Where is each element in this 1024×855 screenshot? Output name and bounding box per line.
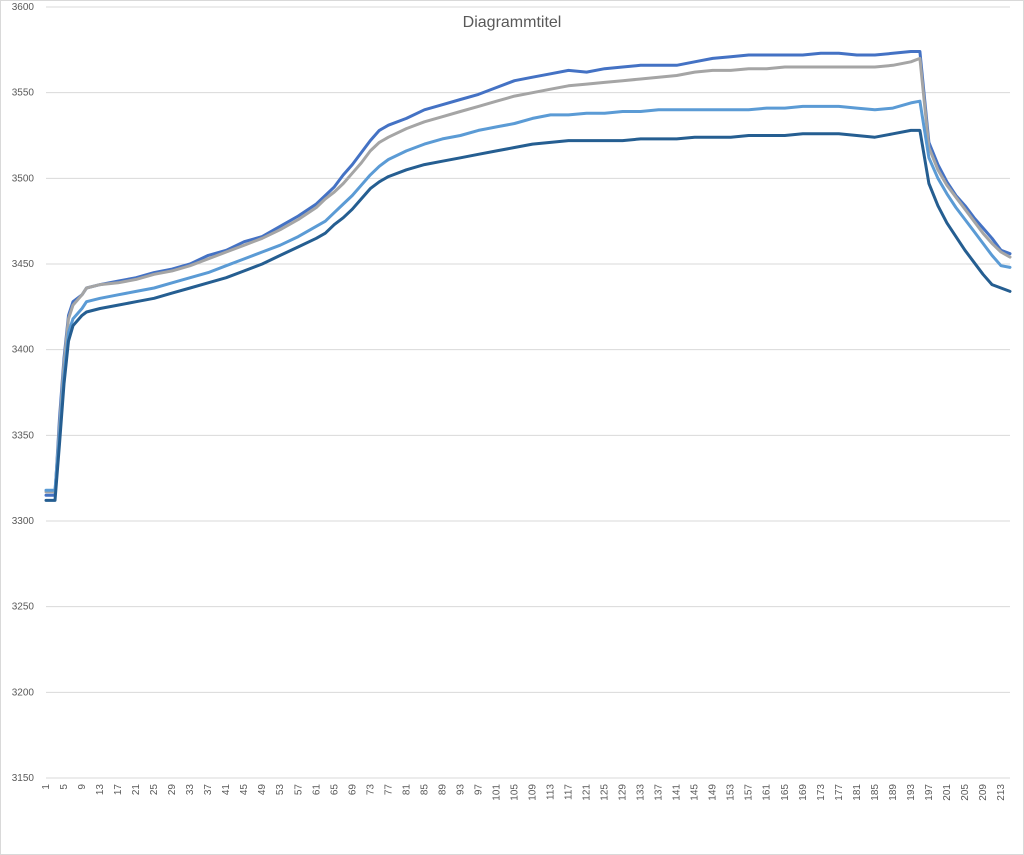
chart-title: Diagrammtitel [463,14,562,31]
series-lines [44,50,1012,502]
x-tick-label: 61 [311,784,322,796]
y-tick-label: 3250 [12,602,35,613]
x-tick-label: 89 [437,784,448,796]
x-tick-label: 177 [834,784,845,801]
x-tick-label: 169 [798,784,809,801]
x-tick-label: 69 [347,784,358,796]
x-tick-label: 109 [528,784,539,801]
x-tick-label: 133 [636,784,647,801]
series-line-3 [44,99,1012,492]
x-tick-label: 117 [564,784,575,800]
y-tick-label: 3200 [12,687,35,698]
x-tick-label: 73 [365,784,376,796]
x-tick-label: 125 [600,784,611,801]
x-tick-label: 13 [95,784,106,796]
y-tick-label: 3500 [12,173,35,184]
x-tick-label: 65 [329,784,340,796]
x-tick-label: 21 [131,784,142,796]
series-line-4 [44,128,1012,502]
y-tick-label: 3450 [12,259,35,270]
x-tick-label: 173 [816,784,827,801]
x-tick-label: 189 [888,784,899,801]
x-tick-label: 9 [77,784,88,790]
x-tick-label: 141 [672,784,683,801]
x-tick-label: 157 [744,784,755,801]
x-axis-tick-labels: 1 5 9 13 17 21 25 29 33 37 41 45 49 53 57 61 65 69 73 77 81 8… [41,784,1007,801]
x-tick-label: 201 [942,784,953,801]
x-tick-label: 33 [185,784,196,796]
x-tick-label: 29 [167,784,178,796]
x-tick-label: 113 [546,784,557,800]
x-tick-label: 213 [996,784,1007,801]
x-tick-label: 85 [419,784,430,796]
x-tick-label: 205 [960,784,971,801]
x-tick-label: 57 [293,784,304,796]
x-tick-label: 105 [509,784,520,801]
x-tick-label: 97 [473,784,484,796]
y-tick-label: 3550 [12,88,35,99]
x-tick-label: 77 [383,784,394,796]
x-tick-label: 161 [762,784,773,801]
x-tick-label: 1 [41,784,52,790]
x-tick-label: 5 [59,784,70,790]
x-tick-label: 209 [978,784,989,801]
x-tick-label: 81 [401,784,412,796]
y-tick-label: 3400 [12,345,35,356]
x-tick-label: 153 [726,784,737,801]
x-tick-label: 37 [203,784,214,796]
x-tick-label: 129 [618,784,629,801]
x-tick-label: 45 [239,784,250,796]
x-tick-label: 101 [491,784,502,801]
y-tick-label: 3350 [12,430,35,441]
x-tick-label: 149 [708,784,719,801]
x-tick-label: 121 [582,784,593,801]
series-line-2 [44,56,1012,494]
y-tick-label: 3150 [12,773,35,784]
x-tick-label: 41 [221,784,232,796]
y-axis-tick-labels: 3150 3200 3250 3300 3350 3400 3450 3500 3550 3600 [12,2,35,784]
x-tick-label: 197 [924,784,935,801]
x-tick-label: 17 [113,784,124,796]
x-tick-label: 193 [906,784,917,801]
x-tick-label: 53 [275,784,286,796]
y-tick-label: 3300 [12,516,35,527]
x-tick-label: 49 [257,784,268,796]
x-tick-label: 145 [690,784,701,801]
x-tick-label: 165 [780,784,791,801]
x-tick-label: 137 [654,784,665,801]
x-tick-label: 25 [149,784,160,796]
x-tick-label: 93 [455,784,466,796]
y-tick-label: 3600 [12,2,35,13]
x-tick-label: 181 [852,784,863,801]
x-tick-label: 185 [870,784,881,801]
series-line-1 [44,50,1012,497]
